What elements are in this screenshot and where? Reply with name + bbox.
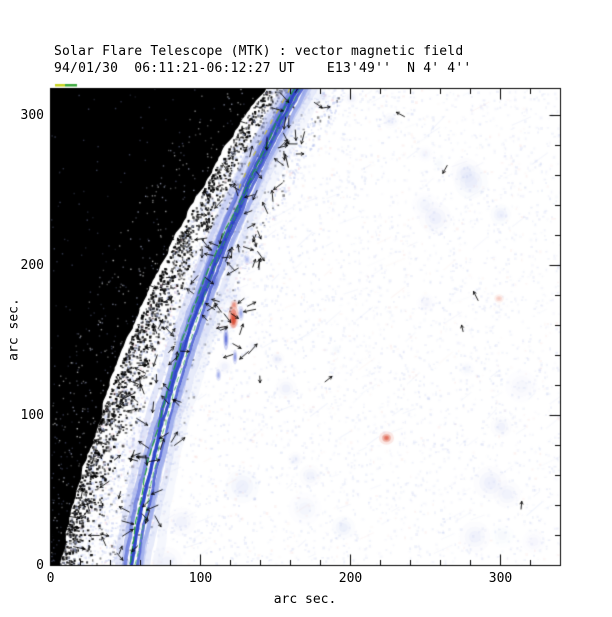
observation-info: 94/01/30 06:11:21-06:12:27 UT E13'49'' N… (54, 61, 472, 76)
x-axis-label: arc sec. (273, 592, 337, 607)
y-axis-label: arc sec. (6, 298, 22, 361)
figure-title: Solar Flare Telescope (MTK) : vector mag… (54, 44, 464, 59)
